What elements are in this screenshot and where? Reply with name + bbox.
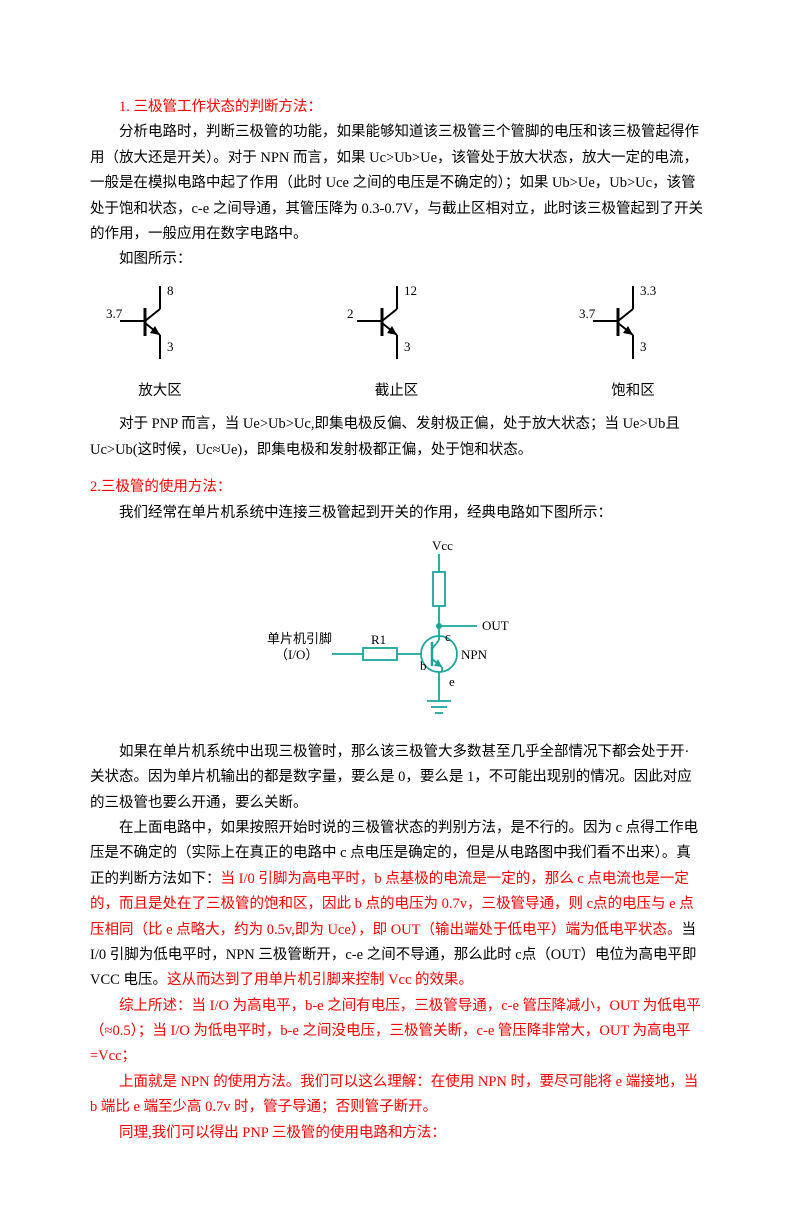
- section2-heading: 2.三极管的使用方法：: [90, 475, 703, 500]
- section2-para1: 我们经常在单片机系统中连接三极管起到开关的作用，经典电路如下图所示：: [90, 501, 703, 526]
- out-label: OUT: [482, 618, 509, 633]
- io-label-2: （I/O）: [275, 647, 318, 662]
- npn-label: NPN: [461, 647, 488, 662]
- io-label-1: 单片机引脚: [267, 631, 332, 646]
- circuit-svg: Vcc OUT c NPN b R1 单片机引脚: [237, 536, 557, 726]
- document-page: 1. 三极管工作状态的判断方法： 分析电路时，判断三极管的功能，如果能够知道该三…: [0, 0, 793, 1206]
- e-label: e: [449, 674, 455, 689]
- region-label-3: 饱和区: [573, 379, 693, 404]
- r1-label: R1: [371, 632, 386, 647]
- transistor-svg-1: 8 3.7 3: [100, 281, 220, 366]
- collector-val-2: 12: [404, 283, 417, 298]
- transistor-saturation: 3.3 3.7 3 饱和区: [573, 281, 693, 405]
- emitter-val-3: 3: [640, 339, 647, 354]
- base-val-2: 2: [347, 306, 354, 321]
- section2-para3: 在上面电路中，如果按照开始时说的三极管状态的判别方法，是不行的。因为 c 点得工…: [90, 816, 703, 994]
- section2-para6: 同理,我们可以得出 PNP 三极管的使用电路和方法：: [90, 1121, 703, 1146]
- vcc-label: Vcc: [432, 538, 453, 553]
- section1-heading: 1. 三极管工作状态的判断方法：: [90, 95, 703, 120]
- section1-para2: 如图所示：: [90, 247, 703, 272]
- section2-para4: 综上所述：当 I/O 为高电平，b-e 之间有电压，三极管导通，c-e 管压降减…: [90, 994, 703, 1070]
- transistor-cutoff: 12 2 3 截止区: [337, 281, 457, 405]
- transistor-amplify: 8 3.7 3 放大区: [100, 281, 220, 405]
- collector-val-3: 3.3: [640, 283, 656, 298]
- collector-val-1: 8: [167, 283, 174, 298]
- region-label-2: 截止区: [337, 379, 457, 404]
- base-val-3: 3.7: [579, 306, 596, 321]
- transistor-diagram-row: 8 3.7 3 放大区 12 2 3 截止区: [90, 281, 703, 405]
- para3-tail-red: 这从而达到了用单片机引脚来控制 Vcc 的效果。: [167, 972, 473, 988]
- transistor-svg-2: 12 2 3: [337, 281, 457, 366]
- section2-para2: 如果在单片机系统中出现三极管时，那么该三极管大多数甚至几乎全部情况下都会处于开·…: [90, 740, 703, 816]
- section1-pnp-para: 对于 PNP 而言，当 Ue>Ub>Uc,即集电极反偏、发射极正偏，处于放大状态…: [90, 412, 703, 463]
- base-val-1: 3.7: [106, 306, 123, 321]
- c-label: c: [445, 629, 451, 644]
- circuit-diagram: Vcc OUT c NPN b R1 单片机引脚: [90, 536, 703, 726]
- transistor-svg-3: 3.3 3.7 3: [573, 281, 693, 366]
- emitter-val-2: 3: [404, 339, 411, 354]
- b-label: b: [420, 658, 427, 673]
- section2-para5: 上面就是 NPN 的使用方法。我们可以这么理解：在使用 NPN 时，要尽可能将 …: [90, 1070, 703, 1121]
- region-label-1: 放大区: [100, 379, 220, 404]
- section1-para1: 分析电路时，判断三极管的功能，如果能够知道该三极管三个管脚的电压和该三极管起得作…: [90, 120, 703, 247]
- emitter-val-1: 3: [167, 339, 174, 354]
